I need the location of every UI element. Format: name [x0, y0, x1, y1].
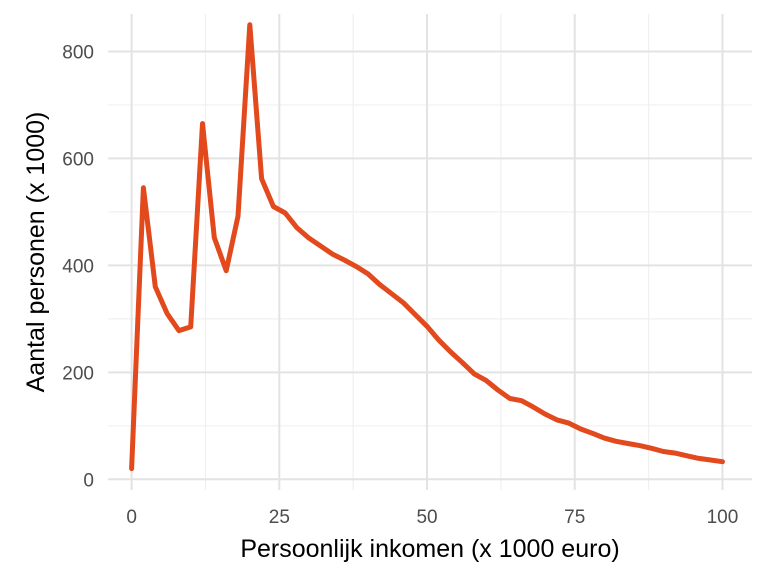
- series-layer: [129, 22, 725, 472]
- y-axis-title: Aantal personen (x 1000): [22, 112, 50, 393]
- x-tick-label-4: 100: [707, 507, 739, 528]
- y-tick-label-4: 800: [62, 42, 94, 63]
- x-tick-label-0: 0: [126, 507, 137, 528]
- x-axis-title: Persoonlijk inkomen (x 1000 euro): [240, 535, 619, 563]
- x-tick-label-2: 50: [416, 507, 437, 528]
- y-tick-label-3: 600: [62, 149, 94, 170]
- y-tick-label-0: 0: [83, 470, 94, 491]
- x-tick-label-3: 75: [564, 507, 585, 528]
- x-tick-labels: 0 25 50 75 100: [126, 507, 738, 528]
- series-line-0: [129, 22, 725, 472]
- y-tick-labels: 0 200 400 600 800: [62, 42, 94, 491]
- major-gridlines: [108, 14, 752, 490]
- y-tick-label-1: 200: [62, 363, 94, 384]
- minor-gridlines: [108, 14, 752, 490]
- y-tick-label-2: 400: [62, 256, 94, 277]
- x-tick-label-1: 25: [269, 507, 290, 528]
